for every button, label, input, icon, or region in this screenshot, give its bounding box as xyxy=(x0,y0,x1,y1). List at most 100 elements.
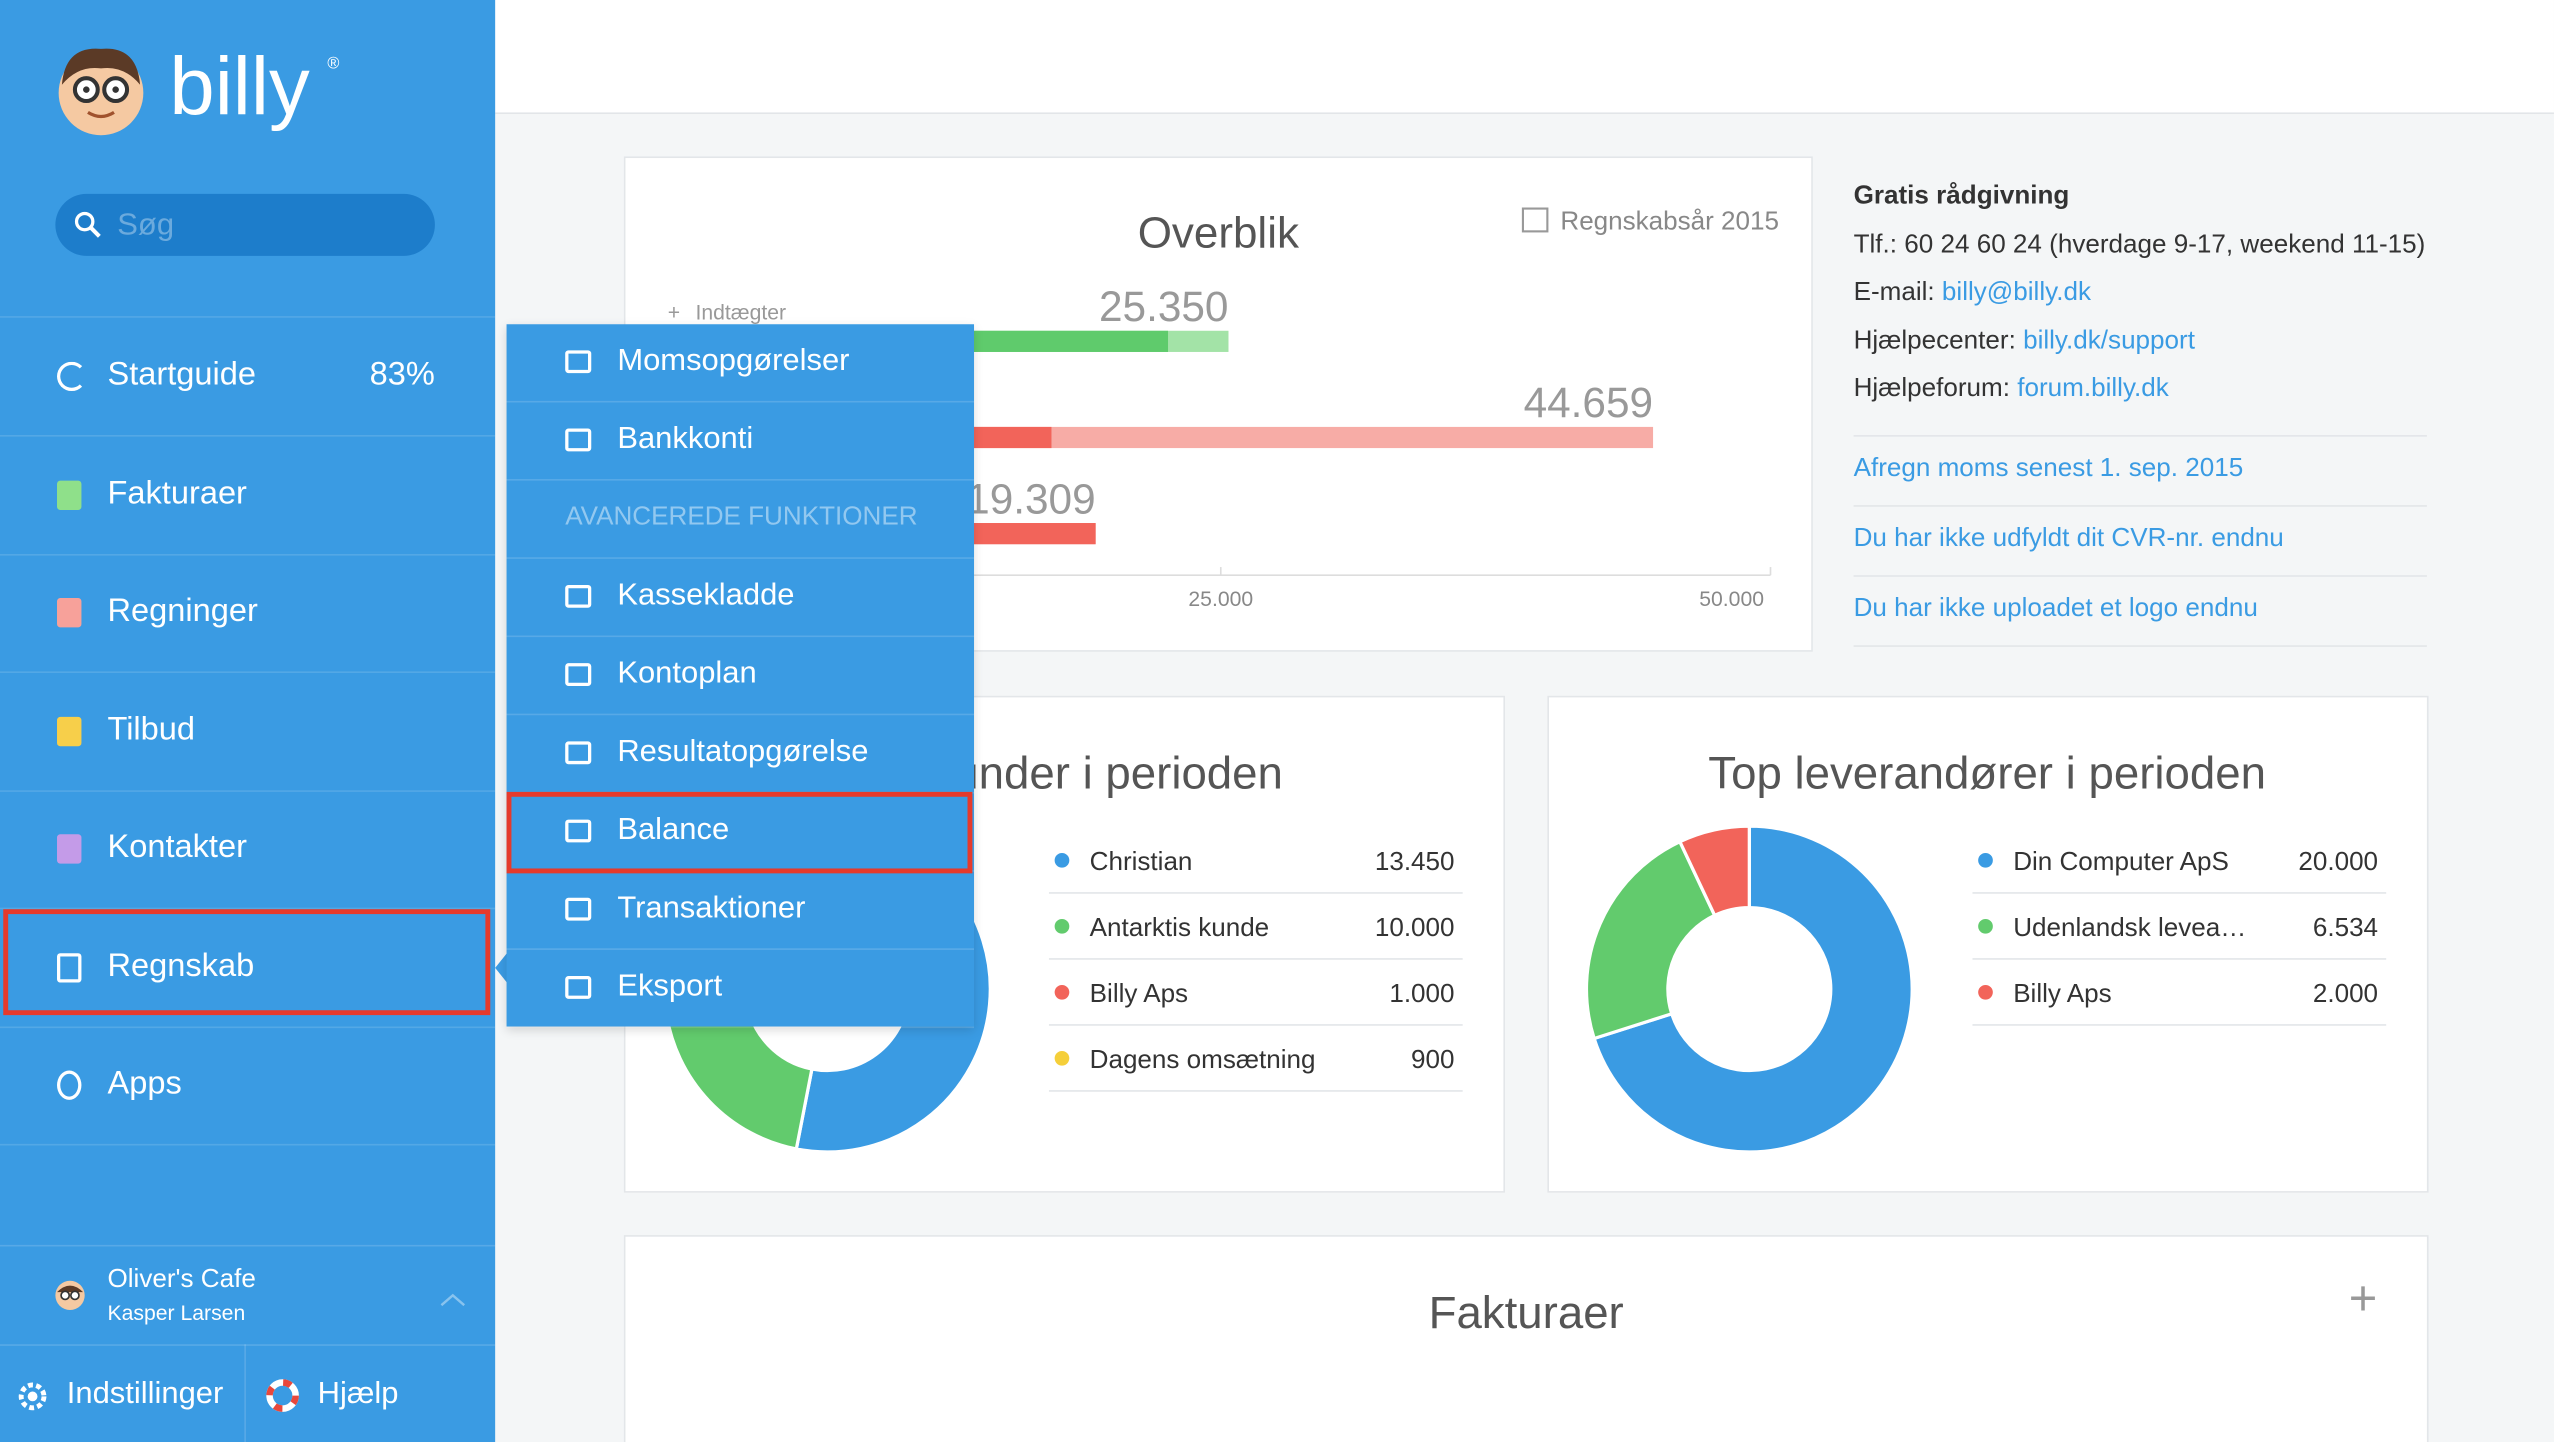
contact-line: Hjælpeforum: forum.billy.dk xyxy=(1854,375,2169,404)
submenu-item[interactable]: Bankkonti xyxy=(506,402,975,481)
add-button[interactable]: + xyxy=(2348,1272,2378,1327)
donut-segment xyxy=(1677,824,1751,918)
legend-dot xyxy=(1054,1050,1070,1066)
submenu-label: Bankkonti xyxy=(617,422,754,457)
nav-label: Regnskab xyxy=(107,947,255,984)
nav-item[interactable]: Apps xyxy=(0,1027,496,1146)
legend-name: Din Computer ApS xyxy=(2013,846,2229,876)
submenu-icon xyxy=(565,584,592,608)
nav-icon xyxy=(57,1070,82,1100)
legend-value: 6.534 xyxy=(2313,912,2378,942)
nav-icon xyxy=(57,479,82,510)
submenu-item[interactable]: Resultatopgørelse xyxy=(506,715,975,794)
nav-label: Kontakter xyxy=(107,829,247,866)
legend-name: Antarktis kunde xyxy=(1090,912,1269,942)
nav-badge: 83% xyxy=(369,356,435,393)
legend-value: 13.450 xyxy=(1375,846,1455,876)
nav-icon xyxy=(57,834,82,864)
nav-item[interactable]: Regnskab xyxy=(0,908,496,1028)
notice-link[interactable]: Du har ikke udfyldt dit CVR-nr. endnu xyxy=(1853,507,2427,577)
brand[interactable]: billy xyxy=(169,40,310,132)
submenu-label: Eksport xyxy=(617,969,723,1004)
notice-link[interactable]: Afregn moms senest 1. sep. 2015 xyxy=(1853,437,2427,507)
donut-segment xyxy=(1584,839,1717,1041)
notice-text[interactable]: Du har ikke uploadet et logo endnu xyxy=(1853,594,2258,623)
submenu-arrow xyxy=(495,951,509,985)
nav-label: Regninger xyxy=(107,593,258,629)
submenu-item[interactable]: Eksport xyxy=(506,950,975,1029)
nav-label: Fakturaer xyxy=(107,474,247,511)
chevron xyxy=(440,1293,466,1307)
submenu-section-label: AVANCEREDE FUNKTIONER xyxy=(565,503,918,532)
logo-icon xyxy=(58,48,144,136)
period[interactable]: Regnskabsår 2015 xyxy=(1560,206,1779,236)
company: Oliver's Cafe xyxy=(107,1266,256,1294)
contact-link[interactable]: billy.dk/support xyxy=(2023,326,2195,355)
search-box[interactable]: Søg xyxy=(55,193,435,256)
submenu-icon xyxy=(565,819,592,843)
highlight-box xyxy=(3,909,491,1016)
legend-dot xyxy=(1978,984,1993,1000)
registered-mark: ® xyxy=(327,55,340,74)
legend-name: Billy Aps xyxy=(2013,978,2111,1008)
settings[interactable]: Indstillinger xyxy=(66,1376,224,1412)
legend-value: 1.000 xyxy=(1389,978,1454,1008)
nav-icon xyxy=(57,361,87,392)
nav-item[interactable]: Kontakter xyxy=(0,790,496,910)
nav-icon xyxy=(57,597,82,628)
donut-segment xyxy=(1592,824,1914,1154)
legend-name: Billy Aps xyxy=(1090,978,1188,1008)
nav-item[interactable]: Startguide 83% xyxy=(0,318,496,437)
submenu-section: AVANCEREDE FUNKTIONER xyxy=(506,481,975,559)
nav-item[interactable]: Tilbud xyxy=(0,672,496,792)
nav-icon xyxy=(57,716,82,746)
top-bar xyxy=(495,0,2554,115)
contact-label: Hjælpeforum: xyxy=(1853,374,2010,403)
info-title: Gratis rådgivning xyxy=(1853,182,2070,211)
invoices-title: Fakturaer xyxy=(1428,1287,1624,1338)
contact-link[interactable]: billy@billy.dk xyxy=(1941,278,2091,307)
contact-label: E-mail: xyxy=(1853,278,1935,307)
legend-dot xyxy=(1978,852,1993,868)
notice-text[interactable]: Du har ikke udfyldt dit CVR-nr. endnu xyxy=(1853,524,2284,553)
help[interactable]: Hjælp xyxy=(317,1376,399,1412)
divider xyxy=(244,1344,246,1442)
bar-label: 25.350 xyxy=(1099,283,1228,330)
submenu-label: Balance xyxy=(617,813,730,848)
bar-label: 44.659 xyxy=(1524,379,1653,426)
avatar xyxy=(55,1280,85,1311)
submenu-icon xyxy=(565,976,592,999)
overview-title: Overblik xyxy=(1138,209,1300,258)
submenu-item[interactable]: Momsopgørelser xyxy=(506,324,975,403)
tick-label: 50.000 xyxy=(1699,588,1764,611)
contact-line: E-mail: billy@billy.dk xyxy=(1854,279,2091,308)
submenu-icon xyxy=(565,428,592,452)
suppliers-title: Top leverandører i perioden xyxy=(1708,748,2266,799)
notice-text[interactable]: Afregn moms senest 1. sep. 2015 xyxy=(1853,454,2244,483)
submenu-label: Kontoplan xyxy=(617,656,757,691)
submenu-item[interactable]: Transaktioner xyxy=(506,872,975,950)
legend-name: Udenlandsk levea… xyxy=(2013,912,2246,942)
notice-link[interactable]: Du har ikke uploadet et logo endnu xyxy=(1853,577,2427,647)
nav-item[interactable]: Fakturaer xyxy=(0,436,496,555)
legend-dot xyxy=(1054,984,1070,1000)
nav-label: Apps xyxy=(107,1065,182,1102)
phone: Tlf.: 60 24 60 24 (hverdage 9-17, weeken… xyxy=(1853,231,2426,260)
account[interactable]: Oliver's Cafe Kasper Larsen xyxy=(0,1244,496,1346)
submenu-label: Momsopgørelser xyxy=(617,343,850,379)
search-icon xyxy=(74,211,101,238)
nav-item[interactable]: Regninger xyxy=(0,554,496,673)
calendar-icon xyxy=(1521,207,1549,233)
user: Kasper Larsen xyxy=(107,1300,246,1325)
legend-value: 10.000 xyxy=(1375,912,1455,942)
contact-link[interactable]: forum.billy.dk xyxy=(2017,374,2169,403)
help-icon xyxy=(266,1379,299,1412)
submenu-label: Kassekladde xyxy=(617,578,795,613)
highlight-box xyxy=(506,791,973,874)
submenu-item[interactable]: Kontoplan xyxy=(506,637,975,716)
submenu: Momsopgørelser Bankkonti AVANCEREDE FUNKTI… xyxy=(506,324,975,1029)
submenu-item[interactable]: Kassekladde xyxy=(506,559,975,638)
nav-label: Startguide xyxy=(107,356,257,393)
nav-icon xyxy=(57,952,82,982)
